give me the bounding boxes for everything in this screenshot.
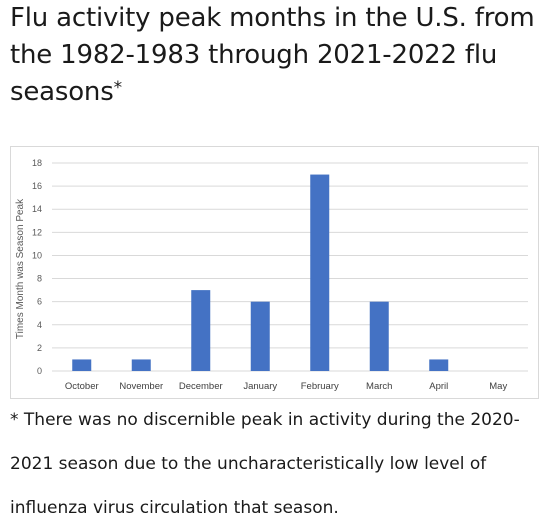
chart-title: Flu activity peak months in the U.S. fro… [10,0,540,111]
y-tick-label: 0 [37,366,42,376]
footnote: * There was no discernible peak in activ… [10,410,520,518]
x-tick-label: January [243,381,277,392]
chart-frame [10,146,539,399]
y-tick-label: 8 [37,274,42,284]
x-tick-label: February [301,381,339,392]
y-tick-label: 16 [32,181,42,191]
y-tick-label: 18 [32,158,42,168]
bar-january [250,301,270,371]
x-tick-labels: October November December January February Ma… [65,381,508,392]
y-axis-label: Times Month was Season Peak [15,198,26,339]
bars [72,174,449,371]
bar-december [191,290,211,371]
x-tick-label: May [489,381,507,392]
title-text: Flu activity peak months in the U.S. fro… [10,3,535,107]
x-tick-label: December [179,381,223,392]
y-tick-label: 12 [32,227,42,237]
y-tick-label: 2 [37,343,42,353]
x-tick-label: November [119,381,163,392]
y-tick-label: 14 [32,204,42,214]
x-tick-label: March [366,381,392,392]
bar-february [310,174,330,371]
y-tick-label: 4 [37,320,42,330]
y-tick-label: 10 [32,250,42,260]
bar-april [429,359,449,371]
x-tick-label: April [429,381,448,392]
bar-november [131,359,151,371]
title-asterisk: * [113,78,123,98]
y-tick-label: 6 [37,297,42,307]
gridlines [52,162,528,372]
bar-march [369,301,389,371]
y-tick-labels: 0 2 4 6 8 10 12 14 16 18 [32,158,42,376]
x-tick-label: October [65,381,99,392]
bar-october [72,359,92,371]
